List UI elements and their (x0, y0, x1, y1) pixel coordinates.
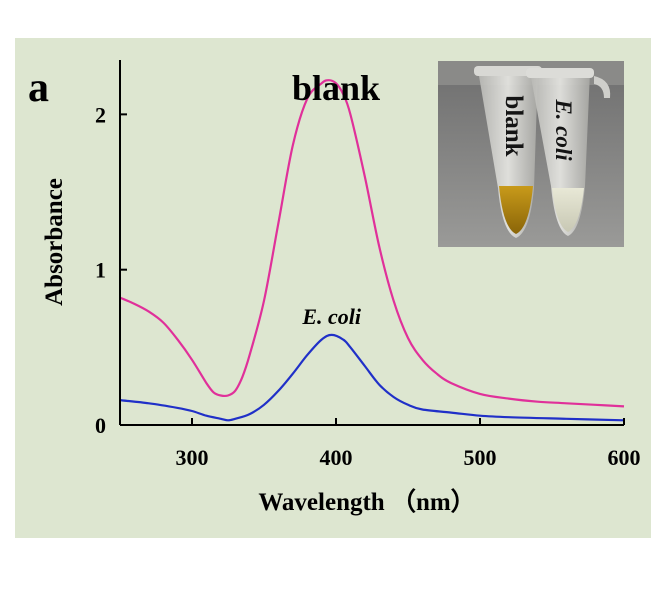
annotation-ecoli: E. coli (301, 304, 362, 329)
series-line-ecoli (119, 333, 625, 422)
axis-ticks: 300 400 500 600 0 1 2 (95, 102, 641, 470)
series-annotations: blank E. coli (292, 68, 380, 329)
tube-blank (474, 66, 542, 238)
x-tick-label: 600 (608, 445, 641, 470)
y-tick-label: 0 (95, 413, 106, 438)
y-tick-label: 2 (95, 102, 106, 127)
panel-label: a (28, 65, 49, 111)
series-line-blank (119, 79, 625, 408)
inset-photo: blank E. coli (438, 61, 624, 247)
inset-label-ecoli: E. coli (551, 98, 576, 161)
tube-ecoli (526, 68, 611, 236)
y-axis-title: Absorbance (41, 178, 68, 306)
x-tick-label: 500 (464, 445, 497, 470)
inset-label-blank: blank (500, 95, 527, 156)
x-tick-label: 400 (320, 445, 353, 470)
y-tick-label: 1 (95, 258, 106, 283)
x-axis-title: Wavelength （nm） (258, 487, 475, 516)
x-tick-label: 300 (176, 445, 209, 470)
plot-area (119, 79, 625, 422)
annotation-blank: blank (292, 68, 380, 108)
